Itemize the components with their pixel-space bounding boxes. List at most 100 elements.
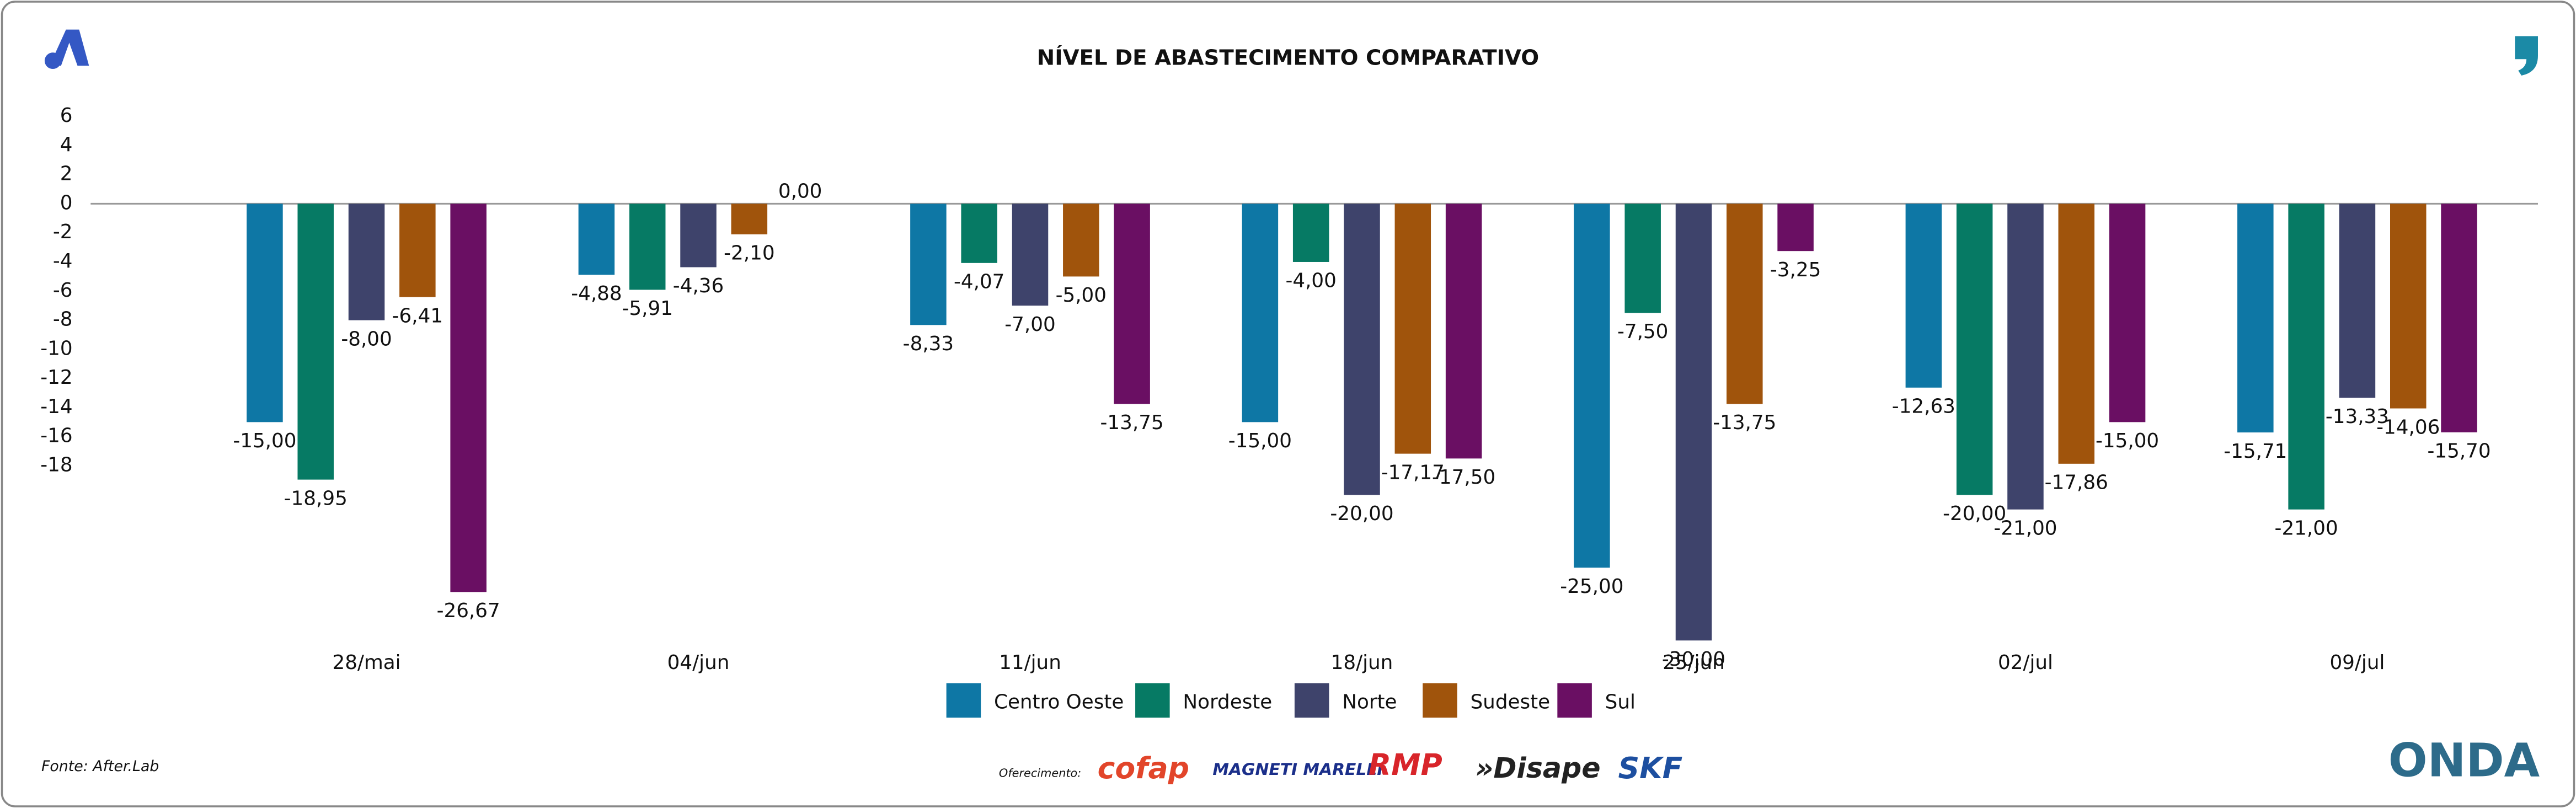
legend-swatch — [1423, 683, 1457, 718]
data-label: -20,00 — [1943, 502, 2006, 525]
bar — [1727, 204, 1763, 404]
bar — [450, 204, 487, 592]
y-tick-label: -10 — [40, 337, 72, 360]
bar — [961, 204, 997, 263]
bar — [910, 204, 947, 325]
data-label: -7,00 — [1004, 313, 1055, 336]
bar — [2441, 204, 2477, 432]
data-label: -25,00 — [1560, 575, 1623, 598]
data-label: -21,00 — [1994, 517, 2057, 539]
bar — [1905, 204, 1942, 388]
data-label: -14,06 — [2376, 416, 2440, 438]
x-tick-label: 25/jun — [1663, 651, 1725, 674]
data-label: -5,00 — [1056, 284, 1107, 307]
bar — [1242, 204, 1279, 422]
bar — [1344, 204, 1380, 495]
data-label: -4,88 — [571, 282, 622, 305]
bar — [731, 204, 768, 234]
data-label: -21,00 — [2275, 517, 2338, 539]
bar — [1574, 204, 1610, 568]
data-label: -7,50 — [1617, 320, 1668, 343]
data-label: -2,10 — [724, 242, 774, 265]
y-tick-label: 2 — [60, 163, 73, 185]
data-label: -15,00 — [2096, 430, 2159, 452]
x-tick-label: 11/jun — [999, 651, 1061, 674]
data-label: -15,70 — [2427, 440, 2491, 463]
bar — [1624, 204, 1661, 313]
brand-logo: ONDA — [2388, 734, 2540, 788]
bar — [578, 204, 615, 275]
data-label: -15,71 — [2224, 440, 2287, 463]
y-tick-label: -16 — [40, 425, 72, 447]
y-tick-label: -4 — [53, 250, 73, 272]
data-label: -3,25 — [1770, 259, 1821, 281]
data-label: 0,00 — [778, 180, 822, 203]
y-tick-label: -12 — [40, 366, 72, 389]
bar — [629, 204, 666, 290]
legend-swatch — [1557, 683, 1592, 718]
data-label: -18,95 — [284, 487, 348, 510]
x-tick-label: 02/jul — [1998, 651, 2053, 674]
y-tick-label: 4 — [60, 133, 73, 156]
y-tick-label: -8 — [53, 308, 73, 331]
y-tick-label: -14 — [40, 395, 72, 418]
bar — [2288, 204, 2324, 510]
bar — [348, 204, 385, 320]
bar — [2390, 204, 2427, 409]
bar — [1012, 204, 1049, 306]
y-tick-label: -6 — [53, 279, 73, 302]
chart-title: NÍVEL DE ABASTECIMENTO COMPARATIVO — [1037, 45, 1539, 71]
sponsor-logo: MAGNETI MARELLI — [1212, 760, 1383, 779]
sponsor-logo: »Disape — [1475, 752, 1600, 784]
data-label: -8,33 — [903, 333, 954, 355]
sponsor-logo: cofap — [1098, 751, 1189, 785]
data-label: -13,33 — [2326, 405, 2389, 428]
bar — [1675, 204, 1712, 641]
legend-swatch — [946, 683, 981, 718]
data-label: -26,67 — [437, 600, 500, 622]
bar — [680, 204, 717, 267]
data-label: -8,00 — [341, 328, 392, 350]
bar — [297, 204, 334, 480]
x-tick-label: 09/jul — [2329, 651, 2385, 674]
bar — [2339, 204, 2376, 398]
bar — [2237, 204, 2274, 433]
data-label: -15,00 — [1228, 430, 1292, 452]
data-label: -30,00 — [1662, 648, 1725, 671]
data-label: -5,91 — [622, 297, 673, 320]
legend-label: Sudeste — [1471, 691, 1551, 713]
bar — [2007, 204, 2044, 510]
sponsor-label: Oferecimento: — [999, 766, 1081, 779]
legend-swatch — [1135, 683, 1170, 718]
bar — [1063, 204, 1099, 277]
data-label: -12,63 — [1892, 395, 1955, 418]
data-label: -6,41 — [392, 304, 443, 327]
data-label: -4,07 — [954, 271, 1004, 293]
data-label: -4,36 — [673, 275, 724, 297]
bar — [1292, 204, 1329, 262]
y-tick-label: -2 — [53, 221, 73, 243]
bar — [1445, 204, 1482, 459]
data-label: -15,00 — [233, 430, 296, 452]
legend-label: Nordeste — [1183, 691, 1272, 713]
y-tick-label: 0 — [60, 191, 73, 214]
data-label: -17,86 — [2045, 472, 2108, 494]
quote-icon — [2515, 36, 2538, 76]
bar — [1777, 204, 1814, 252]
data-label: -13,75 — [1100, 411, 1164, 434]
x-tick-label: 28/mai — [332, 651, 400, 674]
x-tick-label: 04/jun — [667, 651, 730, 674]
bar — [1956, 204, 1993, 495]
x-tick-label: 18/jun — [1331, 651, 1393, 674]
bar — [1394, 204, 1431, 454]
data-label: -17,17 — [1381, 461, 1445, 484]
legend-label: Centro Oeste — [994, 691, 1124, 713]
data-label: -4,00 — [1285, 270, 1336, 292]
bar — [399, 204, 436, 297]
legend-swatch — [1294, 683, 1329, 718]
data-label: -13,75 — [1713, 411, 1776, 434]
sponsor-logo: SKF — [1618, 751, 1683, 785]
legend-label: Sul — [1605, 691, 1636, 713]
